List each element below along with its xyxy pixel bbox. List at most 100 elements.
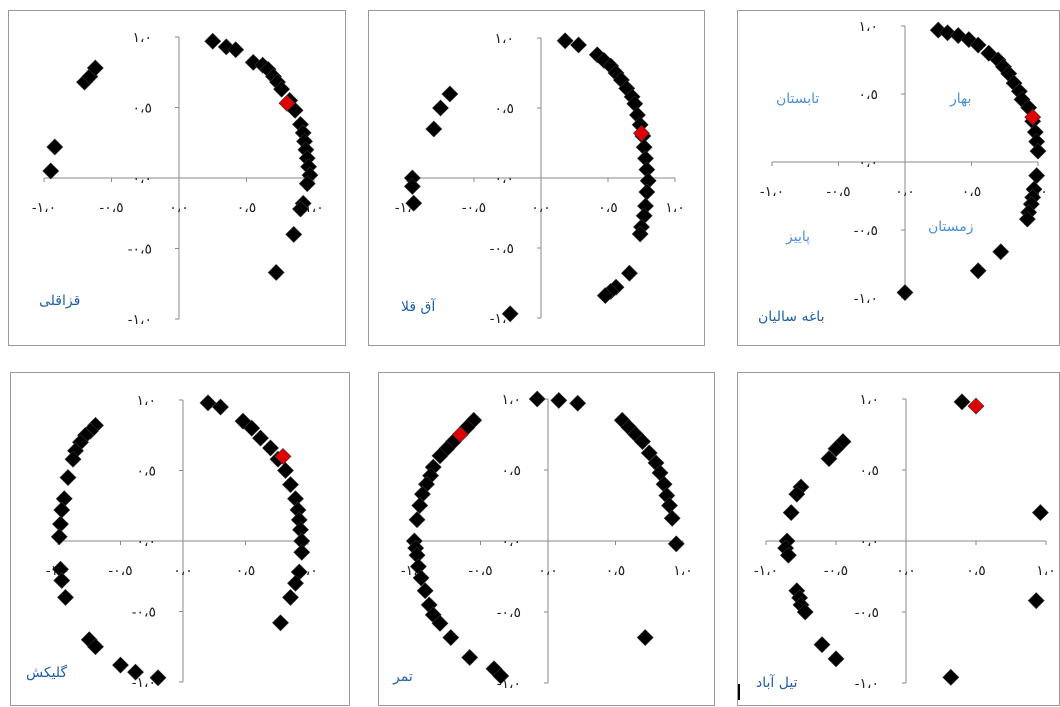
y-tick-label: ٠،٠ xyxy=(858,155,878,171)
x-tick-label: ٠،٠ xyxy=(895,184,915,200)
y-tick-label: -١،٠ xyxy=(128,312,152,328)
data-point xyxy=(667,535,685,553)
station-label: تمر xyxy=(393,669,413,685)
station-label: آق قلا xyxy=(401,299,436,315)
data-point xyxy=(782,504,800,522)
x-tick-label: -٠،٥ xyxy=(99,200,123,216)
y-tick-label: ١،٠ xyxy=(136,393,156,409)
y-tick-label: ٠،٥ xyxy=(494,101,514,117)
data-point xyxy=(442,629,460,646)
x-tick-label: -١،٠ xyxy=(754,563,778,579)
data-point xyxy=(267,264,285,281)
data-point xyxy=(227,41,245,59)
data-point xyxy=(896,284,914,301)
x-tick-label: -٠،٥ xyxy=(824,563,848,579)
data-point xyxy=(636,629,654,646)
panel-golikesh: ١،٠٠،٥٠،٠-٠،٥-١،٠-١،٠-٠،٥٠،٠٠،٥١،٠ گلیکش xyxy=(10,372,350,706)
station-label: گلیکش xyxy=(26,665,68,681)
data-point xyxy=(969,262,987,280)
data-point xyxy=(827,650,845,668)
data-point xyxy=(1029,142,1047,160)
scatter-chart-agh-ghala: ١،٠٠،٥٠،٠-٠،٥-١،٠-١،٠ -٠،٥ ٠،٠ ٠،٥ ١،٠ xyxy=(395,31,685,327)
data-point xyxy=(272,614,289,632)
x-tick-label: ٠،٠ xyxy=(173,563,193,579)
data-point xyxy=(64,450,82,468)
y-tick-label: ٠،٥ xyxy=(858,87,878,103)
y-tick-label: -٠،٥ xyxy=(855,605,879,621)
y-tick-label: ١،٠ xyxy=(859,392,879,408)
data-point xyxy=(1018,210,1036,228)
highlighted-point xyxy=(1024,108,1042,126)
data-point xyxy=(416,582,434,600)
x-tick-label: -٠،٥ xyxy=(462,200,486,216)
data-point xyxy=(53,501,71,519)
y-tick-label: ٠،٠ xyxy=(136,534,156,550)
data-point xyxy=(1027,592,1045,610)
data-point xyxy=(556,32,574,50)
data-point xyxy=(149,669,167,687)
y-tick-label: -١،٠ xyxy=(855,676,879,692)
highlighted-point xyxy=(451,426,469,443)
y-tick-label: ٠،٥ xyxy=(501,463,521,479)
data-point xyxy=(408,511,426,529)
scatter-chart-til-abad: ١،٠ ٠،٥ ٠،٠ -٠،٥ -١،٠ -١،٠ -٠،٥ ٠،٠ ٠،٥ ١،٠ xyxy=(754,392,1056,692)
data-point xyxy=(46,138,64,156)
data-point xyxy=(788,485,806,503)
scatter-chart-ghezaghli: ١،٠٠،٥٠،٠-٠،٥-١،٠-١،٠ -٠،٥ ٠،٠ ٠،٥ ١،٠ xyxy=(32,30,324,328)
data-point xyxy=(992,243,1010,261)
quadrant-label-spring: بهار xyxy=(950,91,972,107)
panel-tamar: ١،٠٠،٥٠،٠-٠،٥-١،٠-١،٠-٠،٥٠،٠٠،٥١،٠ تمر xyxy=(378,372,715,706)
y-tick-label: -٠،٥ xyxy=(490,241,514,257)
x-tick-label: -٠،٥ xyxy=(108,563,132,579)
data-point xyxy=(796,603,814,621)
text-cursor xyxy=(738,684,740,700)
data-point xyxy=(640,444,658,462)
data-point xyxy=(57,588,74,606)
data-point xyxy=(569,394,587,412)
station-label: قزاقلی xyxy=(39,293,81,309)
data-point xyxy=(262,439,279,457)
x-tick-label: -٠،٥ xyxy=(468,563,492,579)
y-tick-label: ٠،٥ xyxy=(132,101,152,117)
quadrant-label-autumn: پاییز xyxy=(786,229,811,245)
x-tick-label: ٠،٥ xyxy=(966,563,986,579)
data-point xyxy=(820,450,838,468)
data-point xyxy=(405,194,423,212)
data-point xyxy=(204,32,222,50)
data-point xyxy=(282,588,299,606)
data-point xyxy=(285,225,303,243)
y-tick-label: ١،٠ xyxy=(132,30,152,46)
data-point xyxy=(621,264,638,282)
data-point xyxy=(273,80,291,98)
data-point xyxy=(252,429,269,447)
station-label: تیل آباد xyxy=(756,675,798,691)
data-point xyxy=(432,99,449,117)
x-tick-label: ١،٠ xyxy=(665,200,685,216)
data-point xyxy=(292,200,309,218)
data-point xyxy=(298,175,316,193)
y-tick-label: -٠،٥ xyxy=(132,605,156,621)
data-point xyxy=(441,85,459,103)
x-tick-label: ١،٠ xyxy=(1036,563,1056,579)
highlighted-point xyxy=(278,94,296,112)
data-point xyxy=(980,44,998,62)
data-point xyxy=(282,476,299,494)
data-point xyxy=(53,572,71,589)
data-point xyxy=(461,649,479,666)
x-tick-label: -١،٠ xyxy=(760,184,784,200)
data-point xyxy=(112,656,129,674)
data-point xyxy=(942,668,960,686)
data-point xyxy=(827,440,845,458)
data-point xyxy=(293,543,311,561)
y-tick-label: -١،٠ xyxy=(132,675,156,691)
y-tick-label: ١،٠ xyxy=(858,19,878,35)
highlighted-point xyxy=(274,447,292,465)
data-point xyxy=(1028,167,1046,185)
data-point xyxy=(287,574,304,592)
y-tick-label: ١،٠ xyxy=(494,31,514,47)
data-point xyxy=(199,394,217,412)
data-point xyxy=(412,569,430,587)
station-label: باغه سالیان xyxy=(758,309,825,325)
data-point xyxy=(411,497,429,514)
data-point xyxy=(425,120,443,138)
